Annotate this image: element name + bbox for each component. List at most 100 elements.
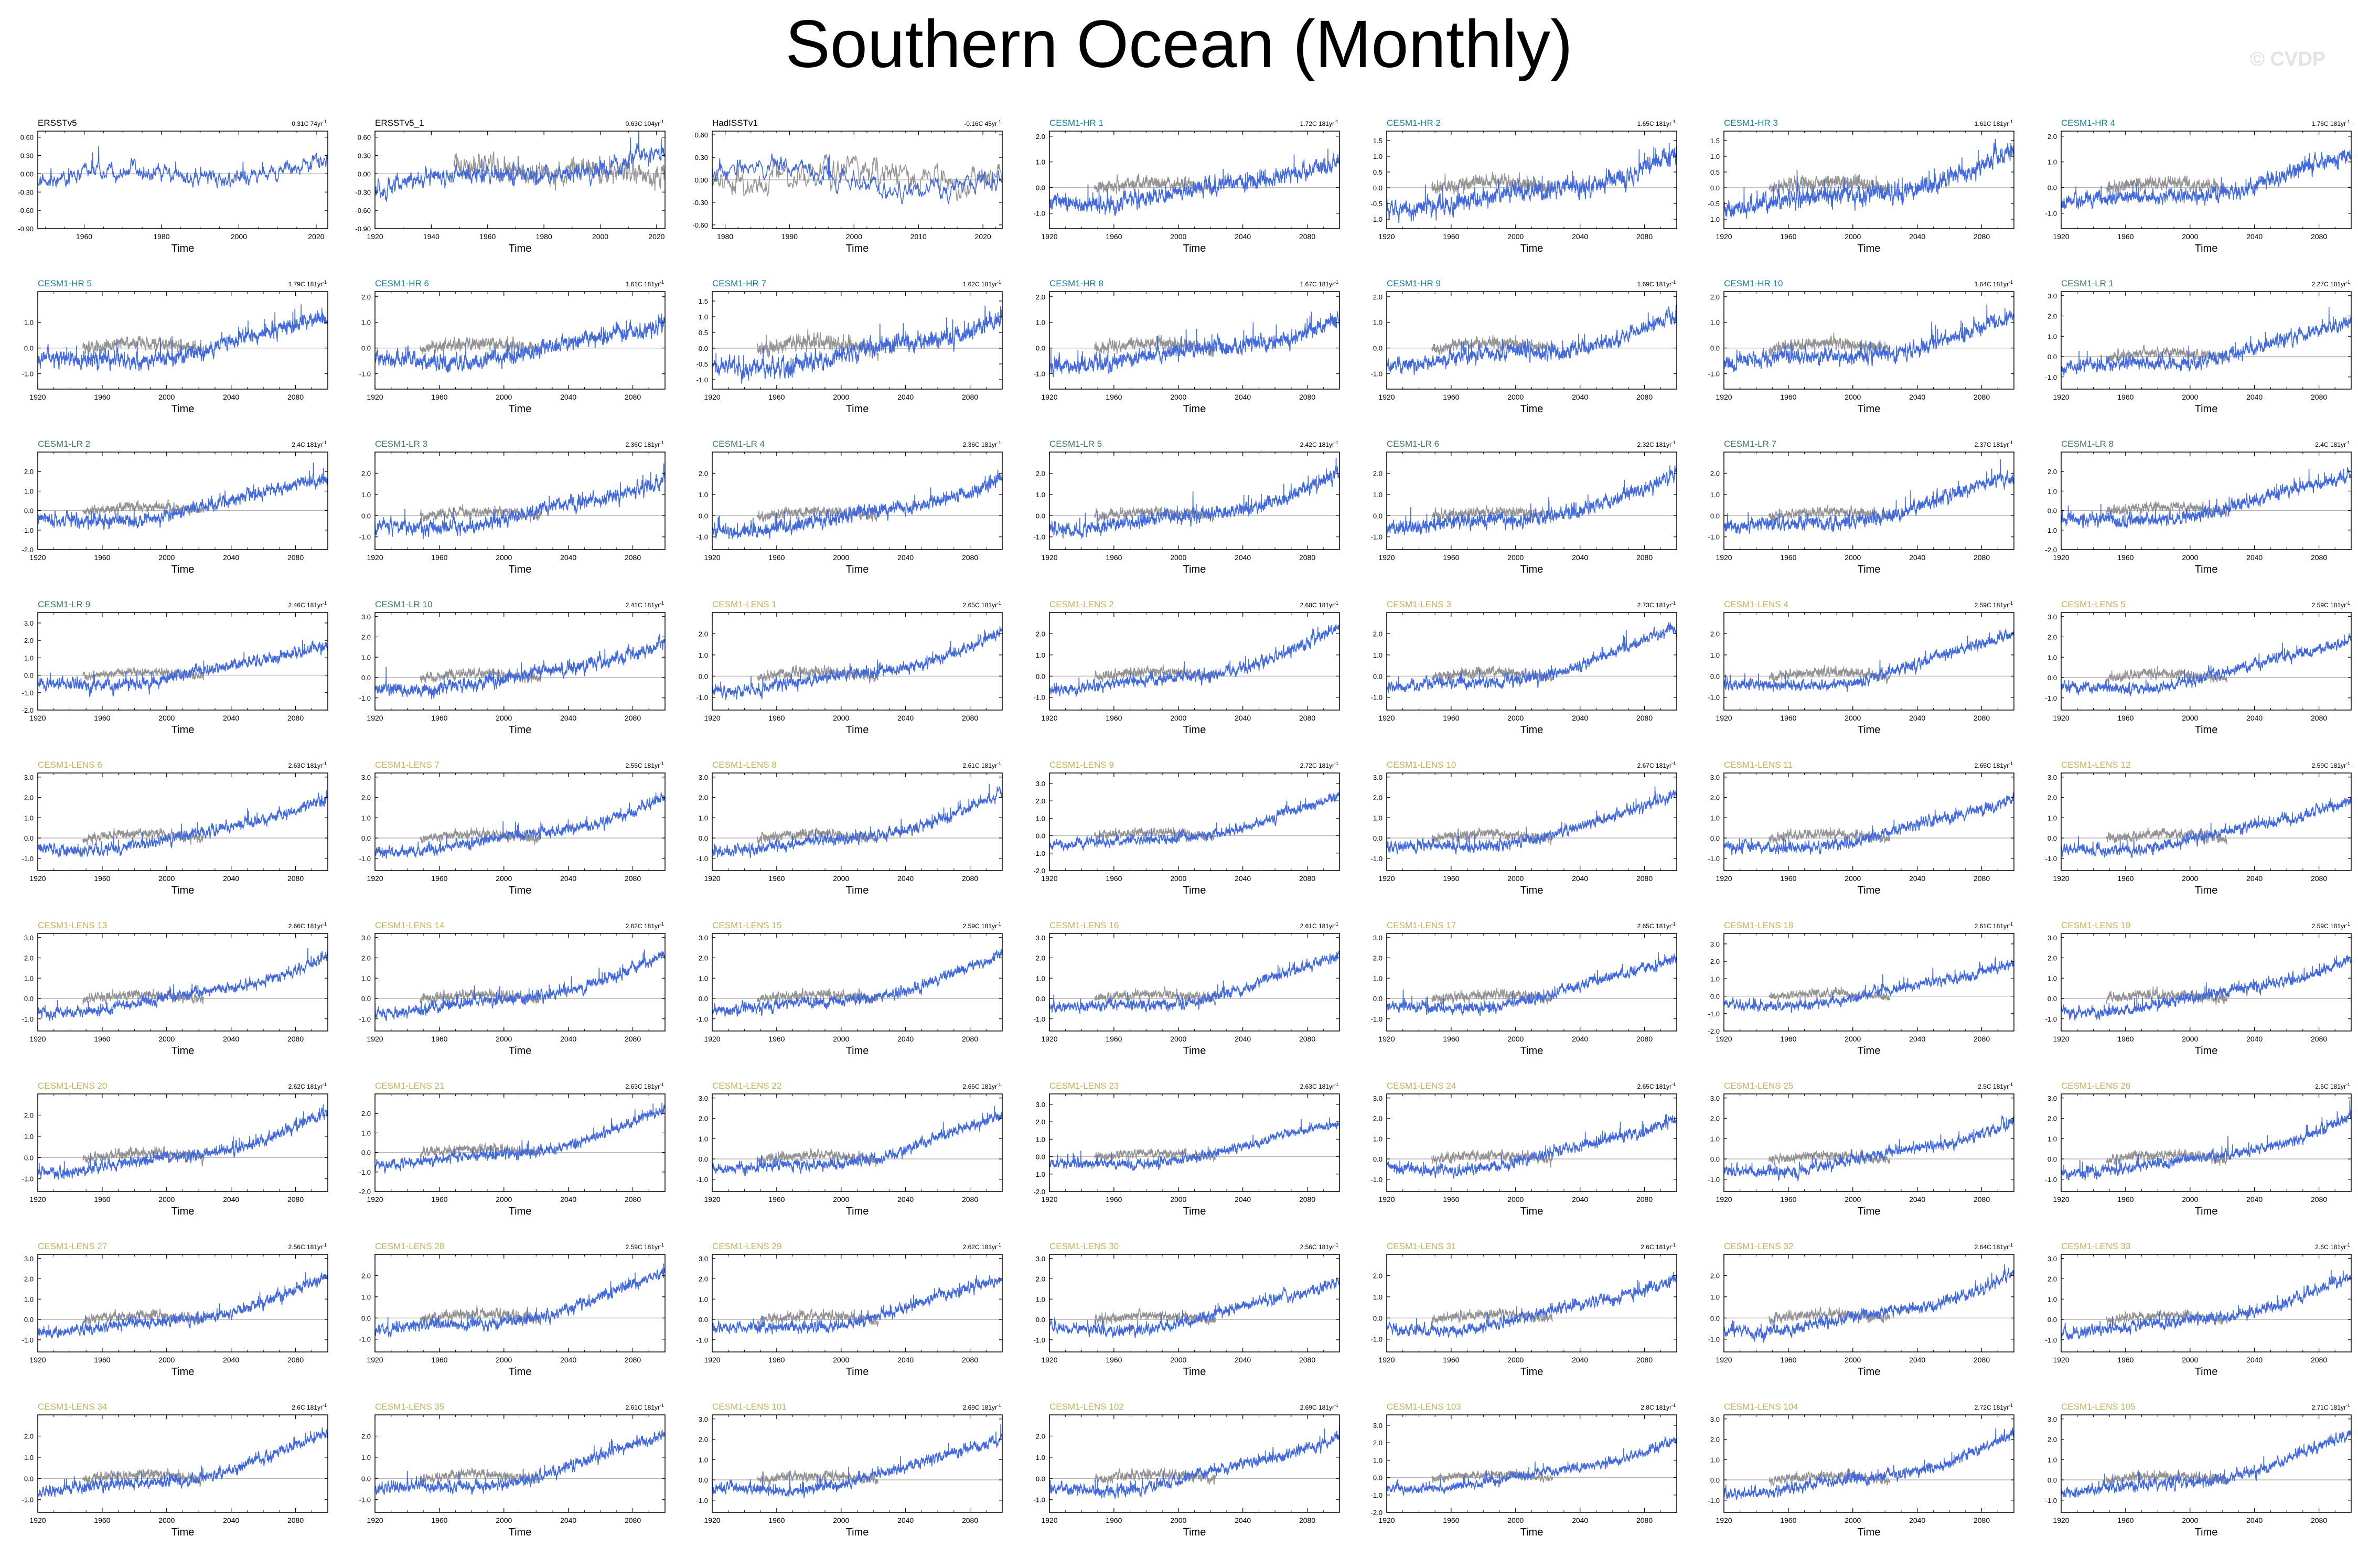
chart-panel: CESM1-LENS 22 2.65C 181yr-1 3.0 2.0 1.0 0.0 -1… [696,1081,1003,1217]
series-model [375,1102,665,1174]
x-tick-label: 1920 [704,1195,720,1204]
x-axis-label: Time [1520,1206,1544,1217]
y-tick-label: 0.0 [2048,995,2057,1003]
y-tick-label: 2.0 [24,1432,34,1440]
x-tick-label: 1960 [431,553,447,562]
x-axis-label: Time [2195,1527,2218,1538]
y-tick-label: 2.0 [2048,468,2057,476]
y-tick-label: 3.0 [361,934,371,942]
y-tick-label: 2.0 [2048,954,2057,962]
trend-superscript: -1 [660,1403,664,1408]
panel-trend: 1.76C 181yr-1 [2312,119,2350,127]
series-observed [757,664,879,685]
panel-trend: 2.41C 181yr-1 [626,600,664,609]
y-tick-label: 2.0 [1036,293,1045,301]
plot-frame [1723,131,2014,229]
y-tick-label: 2.0 [699,1115,708,1123]
y-tick-label: -1.0 [2045,1015,2057,1023]
y-tick-label: 0.0 [2048,184,2057,192]
series-model [1049,311,1339,378]
chart-panel: CESM1-HR 1 1.72C 181yr-1 2.0 1.0 0.0 -1.0 1920… [1034,118,1340,254]
y-tick-label: -1.0 [1034,1015,1045,1023]
series-model [38,1104,328,1180]
chart-panel: CESM1-LENS 7 2.55C 181yr-1 3.0 2.0 1.0 0.0 -1.… [359,760,666,896]
x-tick-label: 1960 [431,1516,447,1524]
y-tick-label: 2.0 [361,954,371,962]
panel-title: CESM1-LENS 19 [2061,920,2130,930]
x-tick-label: 2080 [1974,1516,1990,1524]
y-tick-label: 1.0 [1036,491,1045,499]
y-tick-label: 2.0 [2048,1436,2057,1444]
y-tick-label: -1.0 [359,1168,371,1176]
chart-panel: CESM1-LR 10 2.41C 181yr-1 3.0 2.0 1.0 0.0 -1.0… [359,599,666,736]
series-model [1724,304,2014,372]
trend-superscript: -1 [1671,1242,1676,1248]
trend-superscript: -1 [1671,119,1676,124]
x-axis-label: Time [2195,885,2218,896]
x-tick-label: 2040 [1572,393,1588,401]
panel-title: CESM1-LENS 23 [1049,1081,1119,1091]
y-tick-label: 2.0 [1373,293,1382,301]
panel-trend: 2.37C 181yr-1 [1975,440,2013,448]
x-tick-label: 2040 [1235,393,1251,401]
x-axis-label: Time [846,724,869,736]
x-axis-label: Time [846,403,869,415]
trend-superscript: -1 [660,280,664,285]
y-tick-label: 1.0 [2048,814,2057,822]
y-tick-label: 1.0 [1710,1456,1720,1464]
x-tick-label: 1960 [94,1356,110,1364]
x-axis-label: Time [172,885,195,896]
y-tick-label: 0.0 [1710,1155,1720,1163]
x-tick-label: 2040 [1909,1516,1925,1524]
plot-frame [1723,452,2014,550]
chart-panel: CESM1-LENS 33 2.6C 181yr-1 3.0 2.0 1.0 0.0 -1.… [2045,1241,2352,1378]
panel-title: CESM1-LENS 35 [375,1402,444,1412]
panel-trend: 2.59C 181yr-1 [2312,921,2350,930]
y-tick-label: 0.0 [1373,1155,1382,1163]
x-tick-label: 1960 [479,232,496,241]
y-tick-label: 0.0 [1036,1475,1045,1483]
x-tick-label: 1920 [2053,874,2069,883]
x-tick-label: 2080 [1974,232,1990,241]
y-tick-label: -1.0 [696,1497,708,1505]
x-tick-label: 2040 [223,1516,239,1524]
trend-superscript: -1 [660,119,664,124]
x-tick-label: 2000 [833,874,849,883]
x-axis-label: Time [509,403,532,415]
x-tick-label: 1960 [1443,1516,1459,1524]
x-tick-label: 2000 [1507,1516,1524,1524]
y-tick-label: 0.00 [20,170,34,178]
y-tick-label: -1.0 [359,370,371,378]
x-tick-label: 2000 [1845,714,1861,722]
x-tick-label: 1960 [431,393,447,401]
y-tick-label: 0.0 [24,834,34,842]
y-tick-label: 3.0 [2048,1094,2057,1102]
y-tick-label: -0.60 [18,207,34,214]
series-observed [2106,827,2228,845]
x-tick-label: 1960 [431,1195,447,1204]
trend-superscript: -1 [2346,761,2350,766]
x-tick-label: 2040 [560,714,576,722]
x-tick-label: 1920 [367,553,383,562]
panel-title: HadISSTv1 [712,118,758,128]
chart-panel: CESM1-LR 4 2.36C 181yr-1 2.0 1.0 0.0 -1.0 1920… [696,439,1003,575]
x-axis-label: Time [172,403,195,415]
panel-title: CESM1-HR 1 [1049,118,1103,128]
series-model [2061,149,2351,209]
panel-trend: 2.71C 181yr-1 [2312,1403,2350,1411]
x-axis-label: Time [846,243,869,254]
y-tick-label: 3.0 [1036,1101,1045,1109]
y-tick-label: 2.0 [1373,469,1382,477]
x-tick-label: 1960 [1780,714,1796,722]
y-tick-label: -0.30 [355,188,371,196]
x-tick-label: 2040 [1909,393,1925,401]
plot-frame [374,1414,666,1513]
y-tick-label: -1.0 [1371,855,1382,863]
series-model [38,304,328,372]
x-tick-label: 2040 [897,874,914,883]
x-axis-label: Time [172,564,195,575]
panel-title: CESM1-LENS 32 [1724,1241,1793,1251]
y-tick-label: -0.30 [18,188,34,196]
y-tick-label: 1.0 [1373,153,1382,160]
panel-title: CESM1-HR 10 [1724,278,1783,288]
